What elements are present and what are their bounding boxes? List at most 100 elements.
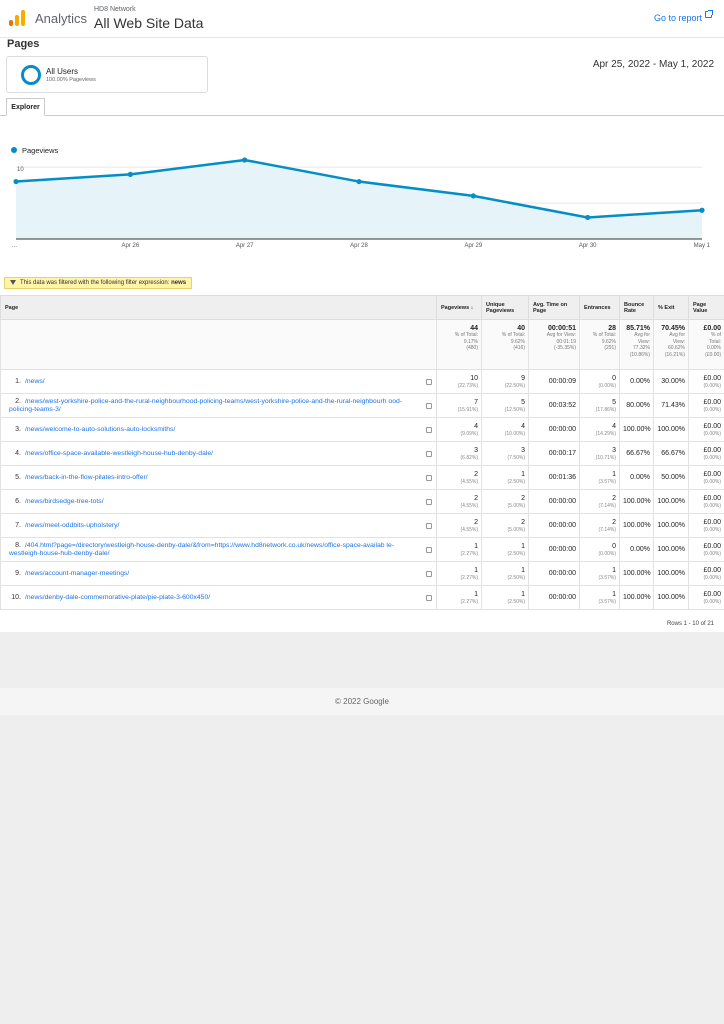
y-tick-label: 10 [17,167,24,173]
open-page-icon[interactable] [426,426,432,433]
date-range-picker[interactable]: Apr 25, 2022 - May 1, 2022 [592,59,714,70]
avg-time-cell: 00:00:00 [528,417,580,442]
segment-ring-icon [21,65,41,85]
table-row: 3. /news/welcome-to-auto-solutions-auto-l… [0,417,724,442]
table-row: 4. /news/office-space-available-westleigh… [0,441,724,466]
segment-card[interactable]: All Users 100.00% Pageviews [6,56,208,93]
col-header-bounce-rate[interactable]: Bounce Rate [619,295,654,320]
open-page-icon[interactable] [426,570,432,577]
page-link[interactable]: /news/west-yorkshire-police-and-the-rura… [9,397,403,413]
account-name[interactable]: HD8 Network [94,6,136,13]
row-number: 1. [15,377,21,385]
pageviews-cell: 4 (9.09%) [436,417,482,442]
col-header-entrances[interactable]: Entrances [579,295,620,320]
copyright: © 2022 Google [335,697,389,706]
page-value-cell: £0.00 (0.00%) [688,585,724,610]
page-cell: 2./news/west-yorkshire-police-and-the-ru… [0,393,437,418]
footer: © 2022 Google [0,688,724,715]
bounce-rate-cell: 100.00% [619,489,654,514]
pagination-label: Rows 1 - 10 of 21 [666,621,714,627]
page-cell: 9. /news/account-manager-meetings/ [0,561,437,586]
open-page-icon[interactable] [426,378,432,385]
page-link[interactable]: /news/back-in-the-flow-pilates-intro-off… [25,473,148,481]
page-link[interactable]: /news/denby-dale-commemorative-plate/pie… [25,593,211,601]
page-value-cell: £0.00 (0.00%) [688,513,724,538]
unique-pageviews-cell: 2 (5.00%) [481,489,529,514]
avg-time-cell: 00:00:09 [528,369,580,394]
row-number: 2. [15,397,21,405]
data-point[interactable] [127,171,133,177]
entrances-cell: 2 (7.14%) [579,513,620,538]
entrances-cell: 2 (7.14%) [579,489,620,514]
report-page: Analytics HD8 Network All Web Site Data … [0,0,724,632]
col-header-exit[interactable]: % Exit [653,295,689,320]
page-value-cell: £0.00 (0.00%) [688,417,724,442]
unique-pageviews-cell: 5 (12.50%) [481,393,529,418]
row-number: 6. [15,497,21,505]
col-header-pageviews[interactable]: Pageviews ↓ [436,295,482,320]
page-link[interactable]: /news/ [25,377,45,385]
external-link-icon[interactable] [705,10,713,18]
page-link[interactable]: /news/office-space-available-westleigh-h… [25,449,214,457]
unique-pageviews-cell: 1 (2.50%) [481,585,529,610]
row-number: 9. [15,569,21,577]
open-page-icon[interactable] [426,546,432,553]
pageviews-cell: 3 (6.82%) [436,441,482,466]
page-title: Pages [7,38,40,50]
bounce-rate-cell: 100.00% [619,513,654,538]
data-point[interactable] [242,157,248,163]
entrances-cell: 1 (3.57%) [579,585,620,610]
totals-cell: 70.45% Avg for View: 60.62% (16.21%) [653,319,689,370]
property-selector[interactable]: All Web Site Data [94,15,204,31]
x-tick-label: Apr 26 [121,243,139,249]
col-header-unique-pageviews[interactable]: Unique Pageviews [481,295,529,320]
exit-cell: 100.00% [653,585,689,610]
bounce-rate-cell: 100.00% [619,585,654,610]
tab-explorer[interactable]: Explorer [6,98,45,116]
open-page-icon[interactable] [426,402,432,409]
pageviews-cell: 10 (22.73%) [436,369,482,394]
col-header-page[interactable]: Page [0,295,437,320]
unique-pageviews-cell: 1 (2.50%) [481,465,529,490]
bounce-rate-cell: 0.00% [619,537,654,562]
open-page-icon[interactable] [426,594,432,601]
entrances-cell: 1 (3.57%) [579,561,620,586]
col-header-page-value[interactable]: Page Value [688,295,724,320]
table-row: 10. /news/denby-dale-commemorative-plate/… [0,585,724,610]
entrances-cell: 3 (10.71%) [579,441,620,466]
totals-cell: £0.00% of Total: 0.00% (£0.00) [688,319,724,370]
page-link[interactable]: /news/birdsedge-tree-tots/ [25,497,104,505]
open-page-icon[interactable] [426,450,432,457]
avg-time-cell: 00:03:52 [528,393,580,418]
avg-time-cell: 00:00:00 [528,561,580,586]
data-point[interactable] [699,207,705,213]
avg-time-cell: 00:00:00 [528,585,580,610]
data-point[interactable] [585,214,591,221]
data-point[interactable] [470,193,476,199]
totals-cell: 40% of Total: 9.62% (416) [481,319,529,370]
page-cell: 10. /news/denby-dale-commemorative-plate/… [0,585,437,610]
page-link[interactable]: /news/welcome-to-auto-solutions-auto-loc… [25,425,176,433]
page-cell: 8./404.html?page=/directory/westleigh-ho… [0,537,437,562]
open-page-icon[interactable] [426,522,432,529]
data-point[interactable] [356,178,362,185]
x-tick-label: Apr 27 [236,243,254,249]
row-number: 7. [15,521,21,529]
page-cell: 7. /news/meet-oddbits-upholstery/ [0,513,437,538]
go-to-report-link[interactable]: Go to report [653,13,702,23]
open-page-icon[interactable] [426,474,432,481]
segment-percentage: 100.00% Pageviews [46,77,96,83]
chart-legend: Pageviews [11,146,58,155]
totals-cell: 28% of Total: 9.62% (291) [579,319,620,370]
avg-time-cell: 00:00:00 [528,513,580,538]
pageviews-cell: 7 (15.91%) [436,393,482,418]
page-link[interactable]: /news/account-manager-meetings/ [25,569,130,577]
table-row: 9. /news/account-manager-meetings/1 (2.27%… [0,561,724,586]
unique-pageviews-cell: 2 (5.00%) [481,513,529,538]
page-link[interactable]: /news/meet-oddbits-upholstery/ [25,521,120,529]
col-header-avg-time[interactable]: Avg. Time on Page [528,295,580,320]
page-link[interactable]: /404.html?page=/directory/westleigh-hous… [9,541,394,557]
data-point[interactable] [13,178,19,185]
open-page-icon[interactable] [426,498,432,505]
